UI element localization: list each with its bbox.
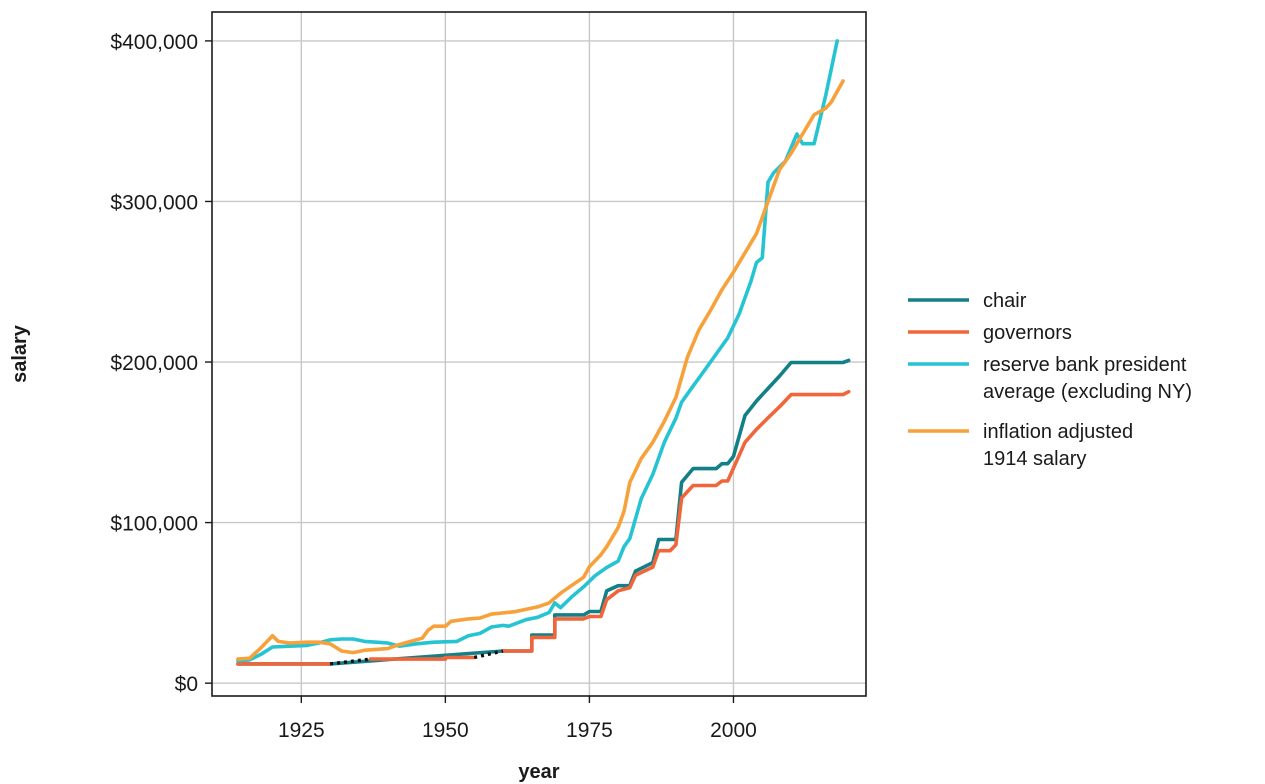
plot-panel-frame — [211, 11, 867, 697]
axis-ticks: 1925 1950 1975 2000 $0 $100,000 $200,000 $300,0… — [110, 31, 756, 742]
x-tick-label: 2000 — [710, 719, 757, 742]
series-line-4 — [236, 79, 845, 661]
gap-connector-2 — [473, 649, 504, 660]
series-line-2 — [368, 655, 476, 661]
y-tick-label: $100,000 — [110, 513, 198, 536]
grid-layer — [212, 12, 866, 696]
x-tick-label: 1925 — [278, 719, 325, 742]
legend-item-2: governors — [908, 322, 1072, 344]
legend-item-1: chair — [908, 290, 1027, 312]
series-line-1 — [236, 358, 851, 666]
legend: chair governors reserve bank president aver… — [908, 290, 1192, 470]
series-layer — [236, 39, 851, 666]
series-line-2 — [501, 389, 851, 653]
x-tick-label: 1950 — [422, 719, 469, 742]
legend-label: average (excluding NY) — [983, 381, 1192, 403]
y-tick-label: $200,000 — [110, 352, 198, 375]
y-tick-label: $300,000 — [110, 191, 198, 214]
legend-label: inflation adjusted — [983, 421, 1133, 443]
legend-label: chair — [983, 290, 1027, 312]
y-tick-label: $0 — [175, 673, 198, 696]
legend-label: governors — [983, 322, 1072, 344]
legend-item-3: reserve bank president average (excluding… — [908, 354, 1192, 403]
y-tick-label: $400,000 — [110, 31, 198, 54]
legend-label: reserve bank president — [983, 354, 1187, 376]
x-tick-label: 1975 — [566, 719, 613, 742]
legend-item-4: inflation adjusted 1914 salary — [908, 421, 1133, 470]
x-axis-title: year — [518, 761, 559, 783]
y-axis-title: salary — [9, 324, 31, 383]
series-line-3 — [236, 39, 839, 663]
legend-label: 1914 salary — [983, 448, 1086, 470]
